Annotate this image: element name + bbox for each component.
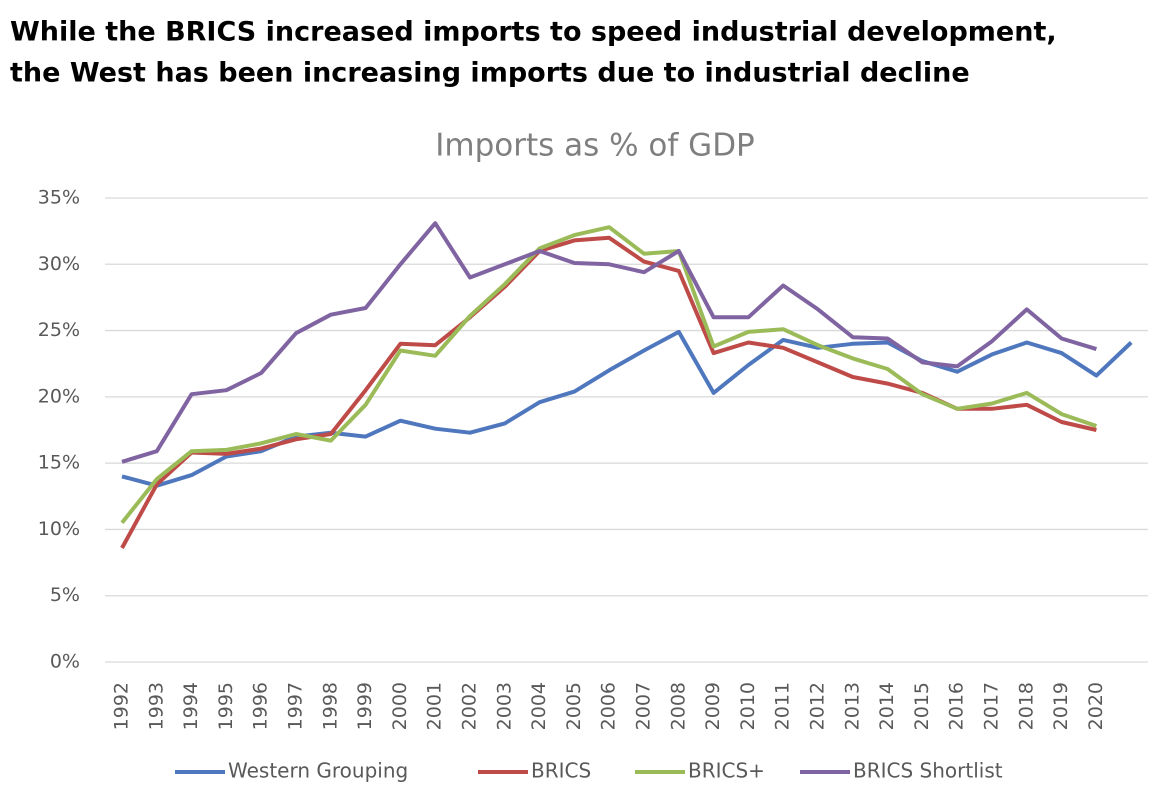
x-tick-label: 1994: [180, 682, 202, 730]
line-series: [120, 235, 1097, 549]
x-tick-label: 1998: [319, 682, 341, 730]
y-tick-label: 20%: [38, 385, 80, 407]
y-tick-label: 5%: [50, 584, 80, 606]
x-tick-label: 2007: [633, 682, 655, 730]
x-tick-label: 2001: [424, 682, 446, 730]
x-tick-label: 1997: [285, 682, 307, 730]
legend-label: BRICS+: [688, 759, 765, 783]
x-tick-label: 2003: [493, 682, 515, 730]
legend-label: Western Grouping: [228, 759, 408, 783]
x-tick-label: 1999: [354, 682, 376, 730]
heading-line: While the BRICS increased imports to spe…: [10, 17, 1057, 48]
x-tick-label: 2013: [841, 682, 863, 730]
line-series: [121, 221, 1097, 464]
y-tick-label: 10%: [38, 518, 80, 540]
chart-title: Imports as % of GDP: [435, 128, 755, 164]
x-tick-label: 2011: [772, 682, 794, 730]
x-tick-label: 1992: [111, 682, 133, 730]
line-series: [120, 225, 1098, 525]
legend-label: BRICS: [531, 759, 591, 783]
legend-label: BRICS Shortlist: [853, 759, 1003, 783]
x-tick-label: 2004: [528, 682, 550, 730]
y-tick-label: 35%: [38, 187, 80, 209]
x-tick-label: 2005: [563, 682, 585, 730]
x-tick-label: 2006: [598, 682, 620, 730]
heading-line: the West has been increasing imports due…: [10, 58, 970, 89]
x-tick-label: 1996: [250, 682, 272, 730]
y-tick-label: 15%: [38, 452, 80, 474]
y-tick-label: 25%: [38, 319, 80, 341]
x-tick-label: 2012: [807, 682, 829, 730]
x-tick-label: 2000: [389, 682, 411, 730]
x-tick-label: 2020: [1085, 682, 1107, 730]
x-tick-label: 2002: [459, 682, 481, 730]
x-tick-label: 2010: [737, 682, 759, 730]
y-tick-label: 0%: [50, 651, 80, 673]
x-tick-label: 2017: [981, 682, 1003, 730]
x-tick-label: 2009: [702, 682, 724, 730]
x-tick-label: 2014: [876, 682, 898, 730]
x-tick-label: 2018: [1015, 682, 1037, 730]
x-tick-label: 2008: [667, 682, 689, 730]
x-tick-label: 2019: [1050, 682, 1072, 730]
x-tick-label: 2016: [946, 682, 968, 730]
x-tick-label: 1995: [215, 682, 237, 730]
x-tick-label: 2015: [911, 682, 933, 730]
x-tick-label: 1993: [145, 682, 167, 730]
y-tick-label: 30%: [38, 253, 80, 275]
